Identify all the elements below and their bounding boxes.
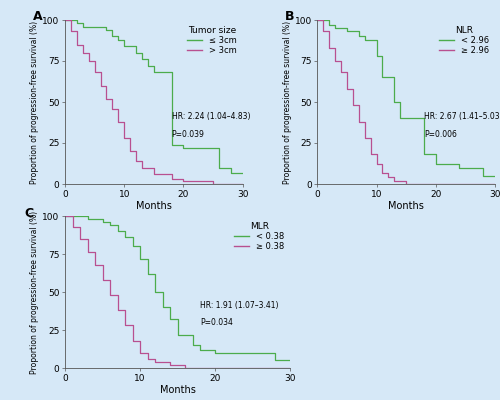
Text: HR: 2.24 (1.04–4.83): HR: 2.24 (1.04–4.83) bbox=[172, 112, 250, 121]
Legend: ≤ 3cm, > 3cm: ≤ 3cm, > 3cm bbox=[186, 24, 238, 57]
Y-axis label: Proportion of progression-free survival (%): Proportion of progression-free survival … bbox=[30, 20, 40, 184]
Text: HR: 1.91 (1.07–3.41): HR: 1.91 (1.07–3.41) bbox=[200, 301, 278, 310]
Y-axis label: Proportion of progression-free survival (%): Proportion of progression-free survival … bbox=[282, 20, 292, 184]
Text: P=0.039: P=0.039 bbox=[172, 130, 204, 139]
Text: P=0.006: P=0.006 bbox=[424, 130, 457, 139]
Text: C: C bbox=[24, 207, 34, 220]
Text: A: A bbox=[33, 10, 42, 23]
Legend: < 2.96, ≥ 2.96: < 2.96, ≥ 2.96 bbox=[438, 24, 491, 57]
Legend: < 0.38, ≥ 0.38: < 0.38, ≥ 0.38 bbox=[232, 220, 286, 253]
Text: P=0.034: P=0.034 bbox=[200, 318, 233, 327]
X-axis label: Months: Months bbox=[388, 201, 424, 211]
Y-axis label: Proportion of progression-free survival (%): Proportion of progression-free survival … bbox=[30, 210, 40, 374]
Text: HR: 2.67 (1.41–5.03): HR: 2.67 (1.41–5.03) bbox=[424, 112, 500, 121]
X-axis label: Months: Months bbox=[160, 385, 196, 395]
X-axis label: Months: Months bbox=[136, 201, 172, 211]
Text: B: B bbox=[286, 10, 295, 23]
